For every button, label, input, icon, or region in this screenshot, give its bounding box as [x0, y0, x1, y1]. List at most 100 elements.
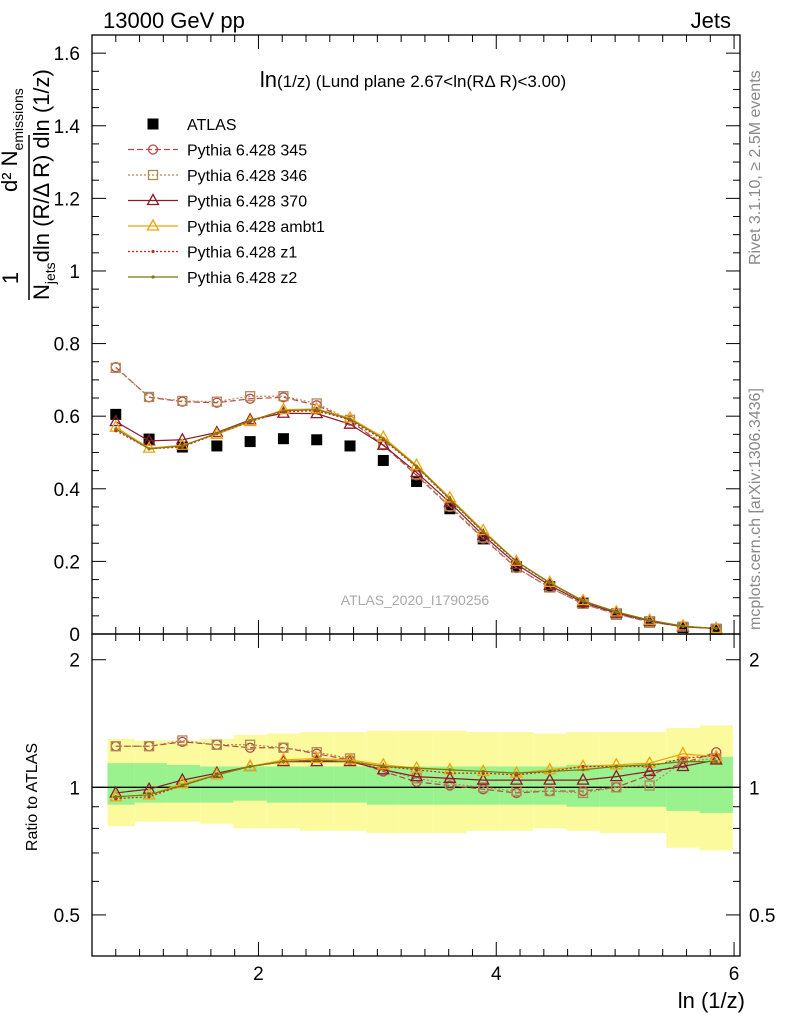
main-point-p370: [210, 425, 224, 438]
legend-label-p345: Pythia 6.428 345: [187, 143, 307, 160]
ratio-point-ambt1: [509, 765, 524, 778]
rivet-version-text: Rivet 3.1.10, ≥ 2.5M events: [747, 70, 764, 265]
main-point-ambt1: [175, 437, 189, 450]
main-point-p346: [211, 396, 222, 407]
main-point-ambt1: [343, 410, 357, 423]
legend-label-z2: Pythia 6.428 z2: [187, 270, 297, 287]
ratio-point-z2: [481, 769, 485, 774]
main-line-p345: [115, 366, 717, 630]
ratio-point-p370: [443, 770, 457, 783]
main-point-z2: [215, 431, 219, 435]
ratio-point-p346: [644, 780, 655, 791]
main-series-z2: [114, 408, 718, 631]
legend-marker-p345: [147, 144, 159, 155]
main-point-z2: [681, 624, 685, 628]
atlas-data-point: [311, 434, 323, 446]
main-point-z2: [481, 530, 485, 534]
legend-label-atlas: ATLAS: [187, 117, 237, 134]
main-point-ambt1: [676, 618, 690, 631]
main-point-z2: [614, 610, 618, 614]
legend-marker-p346: [147, 169, 159, 181]
main-y-tick-label: 1.6: [54, 44, 80, 65]
main-point-p346: [244, 391, 256, 402]
mcplots-credit-text: mcplots.cern.ch [arXiv:1306.3436]: [747, 388, 764, 630]
ratio-y-tick-label-right: 1: [749, 778, 760, 799]
ylabel-numerator: d² Nemissions: [0, 88, 26, 192]
ylabel-n-jets: N: [29, 284, 54, 300]
ratio-ylabel: Ratio to ATLAS: [24, 743, 41, 851]
analysis-watermark: ATLAS_2020_I1790256: [341, 592, 490, 608]
main-y-tick-label: 1: [69, 262, 80, 283]
ratio-point-z2: [248, 764, 252, 769]
ratio-point-p346: [611, 782, 622, 793]
main-point-p346: [177, 395, 188, 407]
header-observable: Jets: [691, 8, 731, 33]
legend: ATLAS Pythia 6.428 345 Pythia 6.428 346 Pyt…: [128, 117, 325, 287]
band-inner-segment: [399, 766, 434, 805]
main-y-tick-label: 0.6: [54, 407, 80, 428]
main-point-z2: [281, 409, 286, 413]
atlas-data-point: [344, 440, 356, 452]
atlas-data-point: [444, 503, 456, 515]
legend-item-atlas: ATLAS: [147, 117, 237, 134]
axes-layer: 2 4 6 0 0.2 0.4 0.6 0.8 1 1.2 1.4 1.6 0.5 0.5 1 1 2 2: [54, 34, 775, 985]
main-point-p370: [175, 432, 189, 445]
ylabel-denominator: Njetsdln (R/Δ R) dln (1/z): [29, 69, 58, 300]
ratio-point-p370: [210, 765, 224, 778]
main-point-ambt1: [310, 401, 324, 414]
plot-title-rest: (1/z) (Lund plane 2.67<ln(RΔ R)<3.00): [277, 72, 566, 91]
main-point-z2: [381, 437, 385, 441]
ratio-point-p346: [444, 778, 456, 789]
plot-title-main: ln: [260, 67, 277, 92]
ratio-y-tick-label: 1: [69, 778, 80, 799]
main-point-p370: [109, 414, 123, 427]
legend-label-p346: Pythia 6.428 346: [187, 168, 307, 185]
main-point-p346: [143, 391, 155, 403]
ratio-point-p346: [278, 742, 289, 753]
ratio-point-z2: [381, 764, 385, 769]
main-point-ambt1: [243, 414, 257, 427]
ratio-point-z2: [681, 759, 685, 764]
ratio-point-z1: [581, 764, 585, 769]
ratio-point-z2: [414, 766, 419, 770]
ratio-y-tick-label: 2: [69, 651, 80, 672]
ratio-point-p370: [142, 781, 156, 794]
ratio-point-p346: [478, 782, 489, 793]
legend-item-p346: Pythia 6.428 346: [128, 168, 307, 185]
main-y-tick-label: 1.4: [54, 117, 81, 138]
ratio-point-z2: [281, 759, 286, 764]
ratio-point-p370: [476, 772, 490, 785]
atlas-data-point: [411, 476, 423, 488]
ratio-point-ambt1: [175, 776, 189, 789]
ratio-point-p346: [143, 741, 155, 752]
band-inner-segment: [300, 766, 334, 803]
x-tick-label: 6: [729, 964, 740, 985]
band-inner-segment: [134, 763, 167, 803]
main-series-group: [109, 362, 723, 635]
ratio-point-ambt1: [543, 762, 557, 775]
ratio-point-p370: [709, 752, 723, 765]
main-point-ambt1: [210, 426, 224, 439]
ratio-point-p346: [211, 739, 222, 750]
ratio-point-p370: [509, 772, 524, 785]
atlas-data-point: [577, 597, 589, 609]
main-point-z2: [714, 626, 718, 631]
atlas-data-point: [211, 440, 223, 452]
main-point-z2: [180, 444, 184, 448]
atlas-data-point: [143, 433, 155, 445]
legend-marker-ambt1: [146, 218, 160, 231]
main-y-tick-label: 0.4: [54, 480, 81, 501]
ratio-plot-frame: [91, 633, 741, 957]
main-ylabel: 1 Njetsdln (R/Δ R) dln (1/z) d² Nemissio…: [0, 69, 58, 300]
ratio-series-group: [109, 735, 723, 802]
band-inner-segment: [266, 766, 301, 803]
legend-marker-atlas: [147, 118, 159, 130]
ratio-point-z2: [180, 783, 184, 788]
ylabel-dln: dln (R/Δ R) dln (1/z): [29, 69, 54, 262]
ratio-point-p370: [676, 759, 690, 772]
main-point-z2: [648, 618, 652, 622]
main-point-z2: [147, 447, 151, 451]
main-point-p370: [376, 437, 390, 450]
ratio-point-ambt1: [310, 751, 324, 764]
